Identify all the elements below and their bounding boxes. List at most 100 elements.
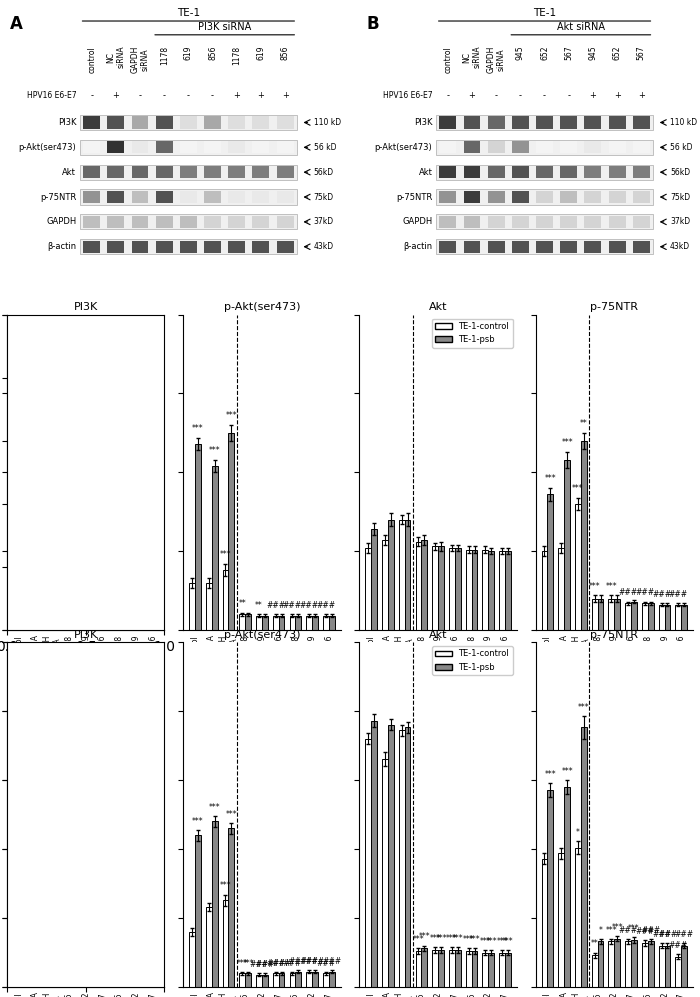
Bar	[253, 166, 270, 178]
Text: **: **	[580, 419, 588, 428]
Text: 56kD: 56kD	[670, 167, 690, 176]
Bar	[560, 166, 577, 178]
Bar	[488, 142, 505, 154]
Bar	[435, 115, 653, 130]
Bar	[536, 117, 553, 129]
Text: ###: ###	[619, 588, 638, 597]
Bar	[155, 215, 173, 228]
Bar	[633, 240, 650, 253]
Text: +: +	[281, 91, 288, 100]
Bar	[223, 900, 228, 987]
Bar	[664, 605, 671, 630]
Text: Akt: Akt	[419, 167, 433, 176]
Bar	[489, 551, 494, 630]
Bar	[228, 142, 245, 154]
Bar	[631, 602, 637, 630]
Bar	[155, 166, 173, 178]
Bar	[435, 189, 653, 204]
Bar	[615, 598, 620, 630]
Bar	[253, 215, 270, 228]
Bar	[132, 240, 148, 253]
Bar	[312, 972, 318, 987]
Bar	[433, 546, 438, 630]
Bar	[547, 790, 553, 987]
Bar	[584, 142, 601, 154]
Bar	[155, 142, 173, 154]
Bar	[633, 117, 650, 129]
Title: p-Akt(ser473): p-Akt(ser473)	[223, 630, 300, 640]
Bar	[365, 739, 371, 987]
Text: control: control	[443, 46, 452, 73]
Bar	[648, 941, 654, 987]
Text: ***: ***	[606, 581, 617, 590]
Bar	[592, 598, 598, 630]
Bar	[560, 191, 577, 203]
Text: ***: ***	[225, 810, 237, 819]
Text: 567: 567	[564, 46, 573, 61]
Bar	[153, 616, 158, 630]
Text: 1178: 1178	[232, 46, 241, 65]
Legend: TE-1-control, TE-1-psb: TE-1-control, TE-1-psb	[432, 319, 512, 348]
Bar	[83, 191, 100, 203]
Bar	[223, 570, 228, 630]
Bar	[245, 614, 251, 630]
Bar	[180, 166, 197, 178]
Bar	[615, 939, 620, 987]
Text: 619: 619	[256, 46, 265, 61]
Bar	[505, 952, 511, 987]
Bar	[155, 240, 173, 253]
Text: ###: ###	[668, 941, 688, 950]
Bar	[466, 549, 472, 630]
Text: Akt siRNA: Akt siRNA	[557, 22, 605, 32]
Title: Akt: Akt	[429, 302, 447, 312]
Text: ###: ###	[668, 589, 688, 598]
Bar	[405, 519, 410, 630]
Bar	[329, 972, 335, 987]
Bar	[499, 952, 505, 987]
Bar	[455, 950, 461, 987]
Bar	[195, 444, 201, 630]
Bar	[463, 117, 480, 129]
Text: 75kD: 75kD	[314, 192, 334, 201]
Text: 619: 619	[184, 46, 193, 61]
Bar	[463, 166, 480, 178]
Text: ***: ***	[502, 936, 514, 945]
Text: ***: ***	[572, 484, 584, 493]
Bar	[80, 614, 85, 630]
Bar	[295, 972, 301, 987]
Bar	[512, 191, 529, 203]
Bar	[512, 142, 529, 154]
Bar	[195, 835, 201, 987]
Bar	[472, 549, 477, 630]
Bar	[512, 240, 529, 253]
Title: p-75NTR: p-75NTR	[590, 630, 638, 640]
Bar	[102, 614, 108, 630]
Bar	[276, 117, 293, 129]
Text: +: +	[638, 91, 645, 100]
Bar	[228, 117, 245, 129]
Bar	[180, 117, 197, 129]
Bar	[323, 973, 329, 987]
Bar	[155, 117, 173, 129]
Bar	[52, 831, 58, 987]
Bar	[132, 117, 148, 129]
Bar	[421, 540, 427, 630]
Bar	[204, 117, 221, 129]
Text: ***: ***	[237, 959, 248, 968]
Bar	[560, 215, 577, 228]
Bar	[132, 166, 148, 178]
Text: **: **	[68, 845, 76, 854]
Bar	[113, 911, 119, 987]
Text: ###: ###	[658, 930, 677, 939]
Bar	[262, 975, 267, 987]
Bar	[542, 858, 547, 987]
Text: ###: ###	[675, 930, 694, 939]
Bar	[489, 952, 494, 987]
Bar	[69, 862, 75, 987]
Text: GAPDH: GAPDH	[402, 217, 433, 226]
Text: -: -	[139, 91, 141, 100]
Bar	[435, 239, 653, 254]
Title: PI3K: PI3K	[74, 630, 98, 640]
Text: ###: ###	[641, 925, 660, 934]
Text: β-actin: β-actin	[403, 242, 433, 251]
